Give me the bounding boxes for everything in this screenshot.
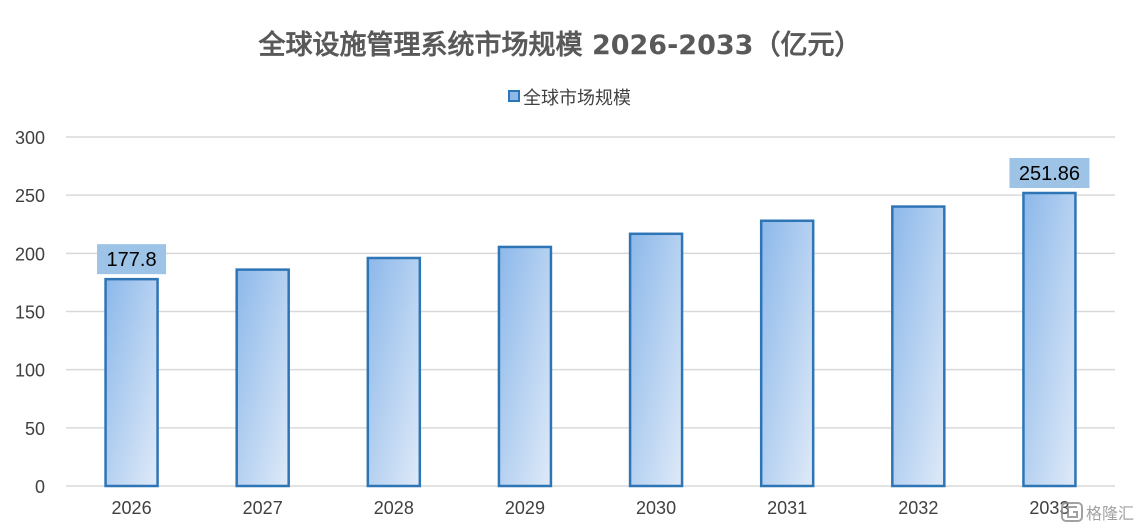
legend-label: 全球市场规模 <box>523 88 631 109</box>
x-tick-label: 2032 <box>898 498 938 518</box>
x-axis-ticks: 2026 2027 2028 2029 2030 2031 2032 2033 <box>112 498 1070 518</box>
legend-swatch <box>508 90 520 102</box>
y-tick-label: 300 <box>15 128 45 148</box>
data-label: 177.8 <box>107 249 157 271</box>
x-tick-label: 2026 <box>112 498 152 518</box>
data-label-box <box>97 244 167 275</box>
y-axis-ticks: 0 50 100 150 200 250 300 <box>15 128 45 497</box>
x-tick-label: 2030 <box>636 498 676 518</box>
x-tick-label: 2033 <box>1029 498 1069 518</box>
x-tick-label: 2027 <box>243 498 283 518</box>
data-labels: 177.8 251.86 <box>97 158 1090 275</box>
bar <box>104 277 159 488</box>
bar <box>235 268 290 488</box>
data-label-box <box>1009 158 1090 189</box>
y-tick-label: 200 <box>15 244 45 264</box>
x-tick-label: 2028 <box>374 498 414 518</box>
chart-title: 全球设施管理系统市场规模 2026-2033（亿元） <box>258 29 862 61</box>
bars <box>104 191 1077 488</box>
x-tick-label: 2029 <box>505 498 545 518</box>
bar <box>1022 191 1077 488</box>
watermark-text: 格隆汇 <box>1086 504 1134 523</box>
gelonghui-logo-icon <box>1061 502 1083 522</box>
x-tick-label: 2031 <box>767 498 807 518</box>
bar <box>628 232 684 488</box>
bar <box>497 245 553 488</box>
y-tick-label: 150 <box>15 303 45 323</box>
legend: 全球市场规模 <box>508 88 631 109</box>
gridlines <box>66 136 1115 487</box>
watermark: 格隆汇 <box>1061 502 1134 523</box>
bar <box>759 219 815 488</box>
y-tick-label: 50 <box>25 419 45 439</box>
bar <box>366 256 422 488</box>
y-tick-label: 250 <box>15 186 45 206</box>
y-tick-label: 100 <box>15 361 45 381</box>
bar <box>891 205 946 488</box>
data-label: 251.86 <box>1019 163 1080 185</box>
y-tick-label: 0 <box>35 477 45 497</box>
